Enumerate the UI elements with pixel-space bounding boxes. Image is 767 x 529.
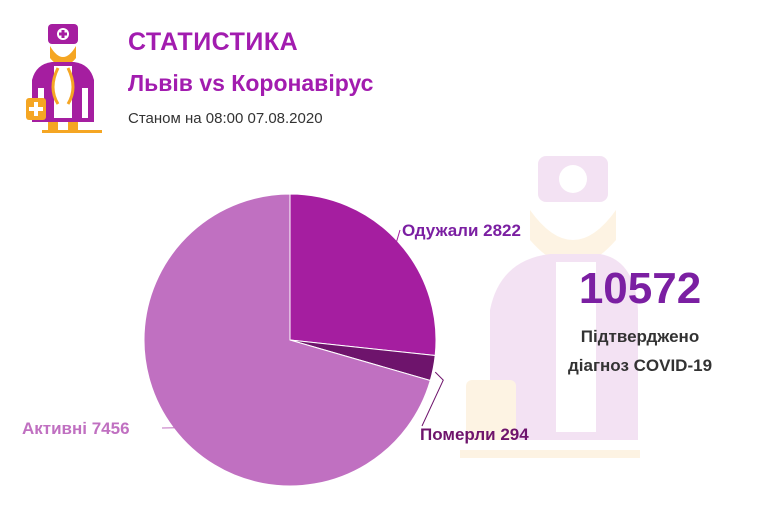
slice-label: Одужали 2822	[402, 221, 521, 240]
doctor-icon	[460, 156, 640, 458]
total-cases-value: 10572	[578, 264, 702, 313]
caption-line: діагноз COVID-19	[567, 356, 713, 375]
page-title: СТАТИСТИКА	[128, 28, 299, 56]
leader-line	[421, 371, 444, 427]
page-subtitle: Львів vs Коронавірус	[128, 70, 374, 96]
total-cases-caption: Підтверджено діагноз COVID-19	[540, 322, 740, 380]
slice-label: Померли 294	[420, 425, 529, 444]
slice-label: Активні 7456	[22, 419, 130, 438]
doctor-icon	[26, 24, 102, 133]
leader-line	[394, 229, 401, 249]
caption-line: Підтверджено	[580, 327, 700, 346]
date-label: Станом на 08:00 07.08.2020	[128, 110, 323, 127]
pie-slice-1	[289, 193, 437, 357]
